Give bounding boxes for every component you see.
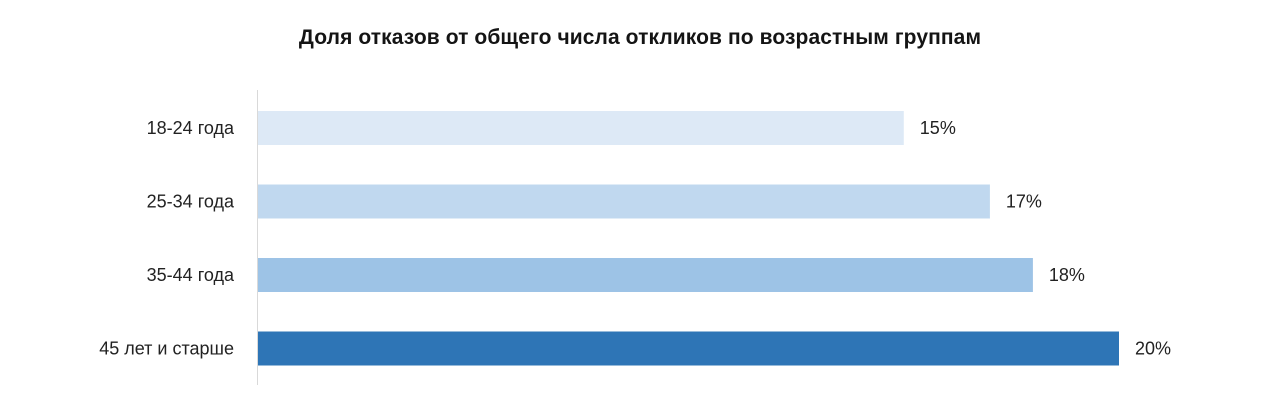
bar-3 (258, 258, 1033, 292)
value-label-1: 15% (920, 118, 956, 138)
category-label-4: 45 лет и старше (99, 339, 234, 359)
value-label-4: 20% (1135, 339, 1171, 359)
bar-1 (258, 111, 904, 145)
category-label-1: 18-24 года (147, 118, 235, 138)
category-label-2: 25-34 года (147, 192, 235, 212)
bar-4 (258, 331, 1119, 366)
value-label-2: 17% (1006, 192, 1042, 212)
value-label-3: 18% (1049, 265, 1085, 285)
bar-2 (258, 184, 990, 219)
chart-title: Доля отказов от общего числа откликов по… (298, 26, 982, 49)
category-label-3: 35-44 года (147, 265, 235, 285)
